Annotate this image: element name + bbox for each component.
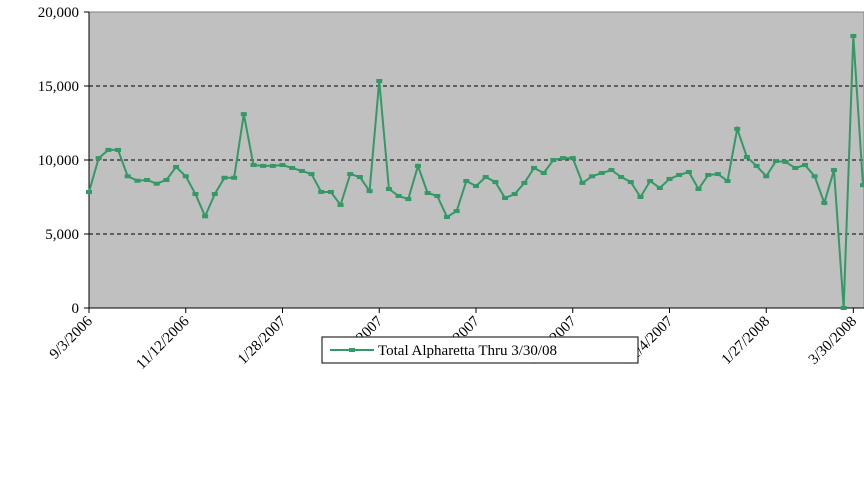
legend-box [321,336,639,364]
point-marker [676,172,683,177]
point-marker [182,174,189,179]
y-tick-label: 20,000 [38,5,79,21]
point-marker [298,168,305,173]
point-marker [395,193,402,198]
point-marker [405,197,412,202]
point-marker [579,180,586,185]
point-marker [337,202,344,207]
point-marker [714,172,721,177]
point-marker [860,183,864,188]
point-marker [782,159,789,164]
point-marker [656,185,663,190]
x-tick-label: 1/27/2008 [719,314,773,368]
point-marker [724,179,731,184]
point-marker [560,156,567,161]
point-marker [250,163,257,168]
point-marker [376,78,383,83]
point-marker [318,189,325,194]
point-marker [531,165,538,170]
point-marker [511,192,518,197]
point-marker [260,163,267,168]
point-marker [627,180,634,185]
point-marker [105,147,112,152]
y-tick-label: 15,000 [38,79,79,95]
point-marker [347,172,354,177]
y-tick-label: 5,000 [45,227,79,243]
x-tick-label: 3/30/2008 [806,314,860,368]
point-marker [821,200,828,205]
point-marker [772,159,779,164]
point-marker [473,184,479,189]
x-tick-label: 1/28/2007 [235,313,290,368]
point-marker [327,189,334,194]
point-marker [666,176,673,181]
y-tick-label: 0 [72,301,80,317]
point-marker [763,174,770,179]
point-marker [589,174,596,179]
point-marker [850,33,857,38]
point-marker [598,171,605,176]
point-marker [502,196,509,201]
point-marker [211,192,218,197]
point-marker [414,163,421,168]
point-marker [289,165,296,170]
point-marker [801,163,808,168]
point-marker [163,177,170,182]
point-marker [434,193,441,198]
point-marker [647,179,654,184]
point-marker [95,156,102,161]
point-marker [202,214,209,219]
point-marker [685,169,692,174]
point-marker [356,175,363,180]
point-marker [173,164,180,169]
point-marker [521,180,528,185]
point-marker [279,163,286,168]
point-marker [308,172,315,177]
point-marker [221,175,228,180]
point-marker [115,147,122,152]
point-marker [153,181,160,186]
point-marker [540,171,547,176]
x-tick-label: 11/12/2006 [133,313,193,373]
point-marker [743,155,750,160]
legend-marker [349,348,355,352]
point-marker [231,175,238,180]
x-tick-label: 9/3/2006 [47,313,96,362]
point-marker [86,189,92,194]
point-marker [482,175,489,180]
point-marker [144,177,151,182]
point-marker [424,191,431,196]
point-marker [124,174,131,179]
point-marker [695,187,702,192]
point-marker [618,175,625,180]
point-marker [608,168,615,173]
point-marker [366,189,373,194]
point-marker [134,178,141,183]
point-marker [753,163,760,168]
point-marker [637,195,644,199]
legend-label: Total Alpharetta Thru 3/30/08 [378,343,557,359]
point-marker [192,192,199,197]
point-marker [734,126,741,131]
point-marker [463,179,470,184]
point-marker [385,187,392,192]
point-marker [792,165,799,170]
point-marker [269,163,276,168]
point-marker [569,156,576,161]
point-marker [443,214,450,219]
point-marker [840,306,847,310]
point-marker [453,209,460,214]
point-marker [550,158,557,162]
point-marker [492,180,499,185]
y-tick-label: 10,000 [38,153,79,169]
point-marker [830,168,837,173]
point-marker [705,172,712,177]
point-marker [811,174,818,179]
point-marker [240,112,247,117]
